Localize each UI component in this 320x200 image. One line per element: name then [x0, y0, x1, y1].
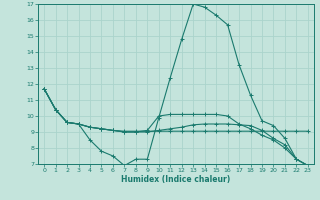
- X-axis label: Humidex (Indice chaleur): Humidex (Indice chaleur): [121, 175, 231, 184]
